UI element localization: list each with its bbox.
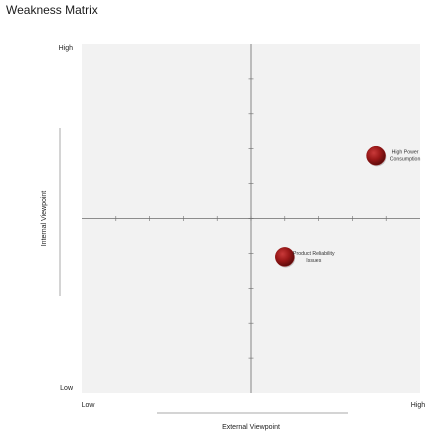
data-point-label-line: High Power bbox=[392, 150, 419, 156]
x-tick-label-high: High bbox=[411, 402, 426, 409]
y-tick-label-low: Low bbox=[60, 385, 74, 392]
x-axis-title: External Viewpoint bbox=[222, 424, 280, 431]
y-axis-title: Internal Viewpoint bbox=[41, 191, 48, 247]
y-tick-label-high: High bbox=[59, 45, 74, 52]
data-point-label-line: Consumption bbox=[390, 157, 421, 163]
data-points: High Power Consumption Product Reliability… bbox=[275, 145, 421, 268]
data-point-bubble bbox=[366, 145, 386, 166]
data-point-label: High Power Consumption bbox=[390, 150, 421, 163]
page-title: Weakness Matrix bbox=[6, 3, 98, 17]
x-tick-label-low: Low bbox=[82, 402, 96, 409]
data-point-label: Product Reliability Issues bbox=[293, 251, 335, 264]
data-point-label-line: Product Reliability bbox=[293, 251, 335, 257]
data-point-label-line: Issues bbox=[306, 258, 321, 264]
data-point-bubble bbox=[275, 247, 295, 267]
axis-ticks bbox=[115, 78, 387, 359]
